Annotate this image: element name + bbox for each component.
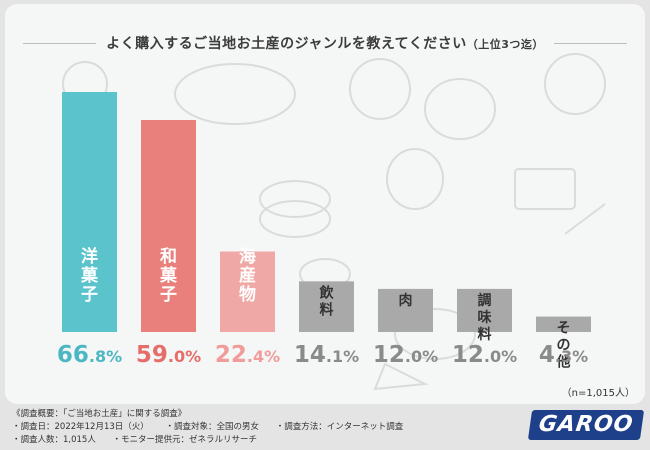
category-label-6: その他 [556,321,571,371]
footer-survey-method: ・調査方法：インターネット調査 [275,422,404,432]
value-label-4: 12.0% [373,342,438,368]
footer-survey-date: ・調査日：2022年12月13日（火） [12,422,149,432]
category-label-1: 和菓子 [159,247,178,305]
footer-monitor-provider: ・モニター提供元：ゼネラルリサーチ [112,435,258,445]
category-label-3: 飲料 [319,284,335,318]
footer-survey-target: ・調査対象：全国の男女 [165,422,259,432]
bar-1 [141,120,196,332]
category-label-5: 調味料 [478,292,492,343]
bar-chart: 洋菓子66.8%和菓子59.0%海産物22.4%飲料14.1%肉12.0%調味料… [57,92,591,371]
bar-3 [299,281,354,332]
value-label-2: 22.4% [215,342,280,368]
value-label-3: 14.1% [294,342,359,368]
bar-6 [536,316,591,332]
footer-heading: 《調査概要：「ご当地お土産」に関する調査》 [12,409,187,419]
category-label-0: 洋菓子 [80,246,99,305]
value-label-1: 59.0% [136,342,201,368]
title-suffix: （上位3つ迄） [466,38,544,51]
value-label-0: 66.8% [57,342,122,368]
bar-5 [457,288,512,332]
bar-2 [220,251,275,332]
bar-0 [62,92,117,332]
title-text: よく購入するご当地お土産のジャンルを教えてください [106,36,467,52]
survey-footer: 《調査概要：「ご当地お土産」に関する調査》 ・調査日：2022年12月13日（火… [12,408,417,447]
footer-survey-count: ・調査人数：1,015人 [12,435,96,445]
category-label-4: 肉 [399,292,413,309]
value-label-6: 4.3% [539,342,588,368]
value-label-5: 12.0% [452,342,517,368]
chart-title: よく購入するご当地お土産のジャンルを教えてください（上位3つ迄） [5,33,645,53]
sample-size: （n=1,015人） [561,388,635,399]
bar-4 [378,288,433,332]
chart-card: よく購入するご当地お土産のジャンルを教えてください（上位3つ迄） 洋菓子 66.8… [5,4,645,404]
garoo-logo: GAROO [527,410,645,440]
category-label-2: 海産物 [239,246,256,305]
background-illustration [62,53,606,391]
